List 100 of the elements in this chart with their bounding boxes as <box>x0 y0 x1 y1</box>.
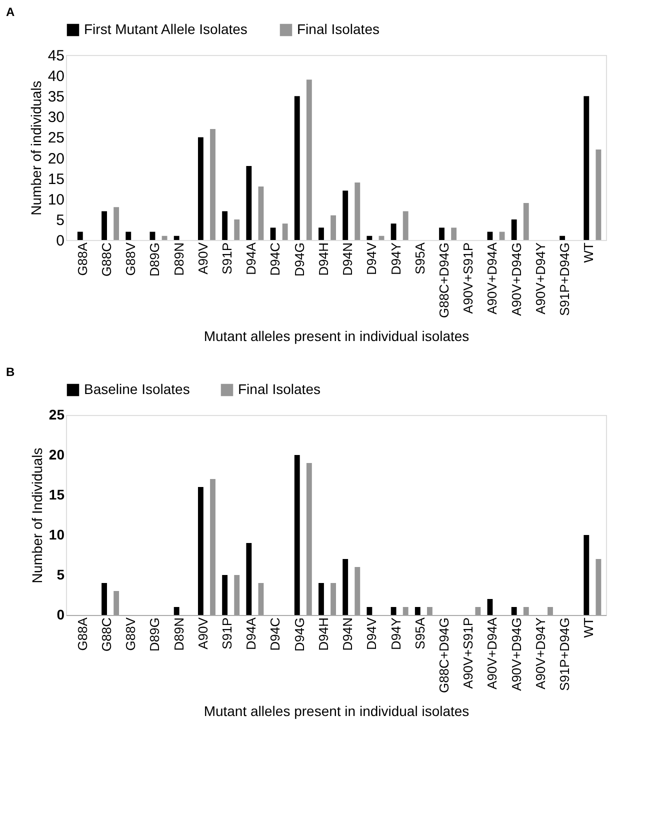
bar <box>114 591 120 615</box>
bar <box>487 599 493 615</box>
bar <box>162 236 168 240</box>
bar <box>427 607 432 615</box>
y-tick-label: 40 <box>48 68 64 86</box>
bar <box>342 559 348 615</box>
x-tick-label: D94C <box>268 242 283 276</box>
bar <box>174 236 180 240</box>
y-tick-label: 45 <box>48 48 64 64</box>
bar <box>318 583 324 615</box>
x-tick-label: D89N <box>171 618 186 651</box>
bar <box>210 479 216 615</box>
x-tick-label: A90V <box>195 617 210 650</box>
y-axis-title: Number of Individuals <box>28 448 45 584</box>
x-tick-label: G88V <box>123 242 138 276</box>
bar <box>246 166 252 240</box>
bar <box>77 232 83 240</box>
x-tick-label: D94A <box>244 617 259 650</box>
y-tick-label: 20 <box>48 446 65 462</box>
bar <box>102 211 107 240</box>
x-tick-label: G88C <box>98 618 114 652</box>
y-tick-label: 15 <box>48 486 65 502</box>
x-tick-label: A90V <box>195 242 210 274</box>
y-tick-label: 10 <box>48 191 64 208</box>
x-tick-label: D89G <box>147 618 162 652</box>
bar <box>210 129 216 240</box>
x-axis-title: Mutant alleles present in individual isolates <box>204 703 470 720</box>
bar <box>560 236 566 240</box>
x-tick-label: G88C+D94G <box>436 618 452 694</box>
x-tick-label: S91P+D94G <box>557 242 572 316</box>
x-tick-label: WT <box>581 617 596 638</box>
bar <box>342 190 348 240</box>
bar <box>270 228 276 240</box>
bar <box>378 236 384 240</box>
legend-label: Final Isolates <box>238 381 320 397</box>
y-tick-label: 35 <box>48 88 64 106</box>
legend-label: Final Isolates <box>297 21 380 37</box>
bar <box>102 583 107 615</box>
bar <box>354 182 360 240</box>
bar <box>390 224 396 240</box>
y-tick-label: 20 <box>48 150 64 168</box>
x-tick-label: S91P+D94G <box>557 618 572 691</box>
bar <box>258 186 264 240</box>
bar <box>499 232 505 240</box>
bar <box>584 535 590 615</box>
bar <box>548 607 553 615</box>
bar <box>174 607 180 615</box>
x-tick-label: D94A <box>244 242 259 276</box>
bar <box>330 583 336 615</box>
bar <box>390 607 396 615</box>
x-tick-label: G88A <box>74 242 90 276</box>
bar <box>150 232 156 240</box>
bar <box>126 232 132 240</box>
x-tick-label: S95A <box>412 617 428 650</box>
bar <box>234 575 240 615</box>
bar <box>402 607 408 615</box>
x-tick-label: D89N <box>171 242 186 276</box>
x-tick-label: S91P <box>220 242 235 274</box>
bar <box>451 228 457 240</box>
y-axis-title: Number of individuals <box>28 80 44 216</box>
bar <box>294 96 300 240</box>
bar <box>584 96 590 240</box>
bar <box>222 575 228 615</box>
bar <box>198 487 204 615</box>
chart-title: A <box>6 5 15 19</box>
x-tick-label: G88V <box>123 617 138 651</box>
bar <box>114 207 120 240</box>
bar <box>487 232 493 240</box>
y-tick-label: 25 <box>48 406 65 422</box>
bar <box>596 150 602 240</box>
bar <box>234 219 240 240</box>
x-tick-label: A90V+S91P <box>460 618 476 689</box>
bar <box>354 567 360 615</box>
y-tick-label: 0 <box>56 606 65 622</box>
x-axis-title: Mutant alleles present in individual isolates <box>204 328 470 344</box>
bar <box>258 583 264 615</box>
bar <box>366 236 372 240</box>
y-tick-label: 0 <box>56 232 64 250</box>
x-tick-label: A90V+D94A <box>484 242 500 314</box>
x-tick-label: A90V+D94Y <box>532 242 548 314</box>
legend-label: Baseline Isolates <box>84 381 190 397</box>
bar <box>475 607 481 615</box>
y-tick-label: 25 <box>48 130 64 147</box>
bar <box>318 228 324 240</box>
legend-label: First Mutant Allele Isolates <box>84 21 248 37</box>
x-tick-label: WT <box>581 242 596 263</box>
x-tick-label: D94N <box>340 242 356 276</box>
x-tick-label: D94G <box>292 618 307 652</box>
x-tick-label: D94N <box>340 618 356 651</box>
x-tick-label: S95A <box>412 242 428 274</box>
x-tick-label: A90V+D94G <box>508 242 524 316</box>
x-tick-label: D94G <box>292 242 307 276</box>
x-tick-label: G88C+D94G <box>436 242 452 318</box>
y-tick-label: 15 <box>48 170 64 188</box>
bar <box>246 543 252 615</box>
x-tick-label: A90V+D94Y <box>532 617 548 690</box>
bar <box>596 559 602 615</box>
bar <box>306 80 312 240</box>
y-tick-label: 5 <box>56 566 65 582</box>
x-tick-label: D94H <box>316 618 331 651</box>
